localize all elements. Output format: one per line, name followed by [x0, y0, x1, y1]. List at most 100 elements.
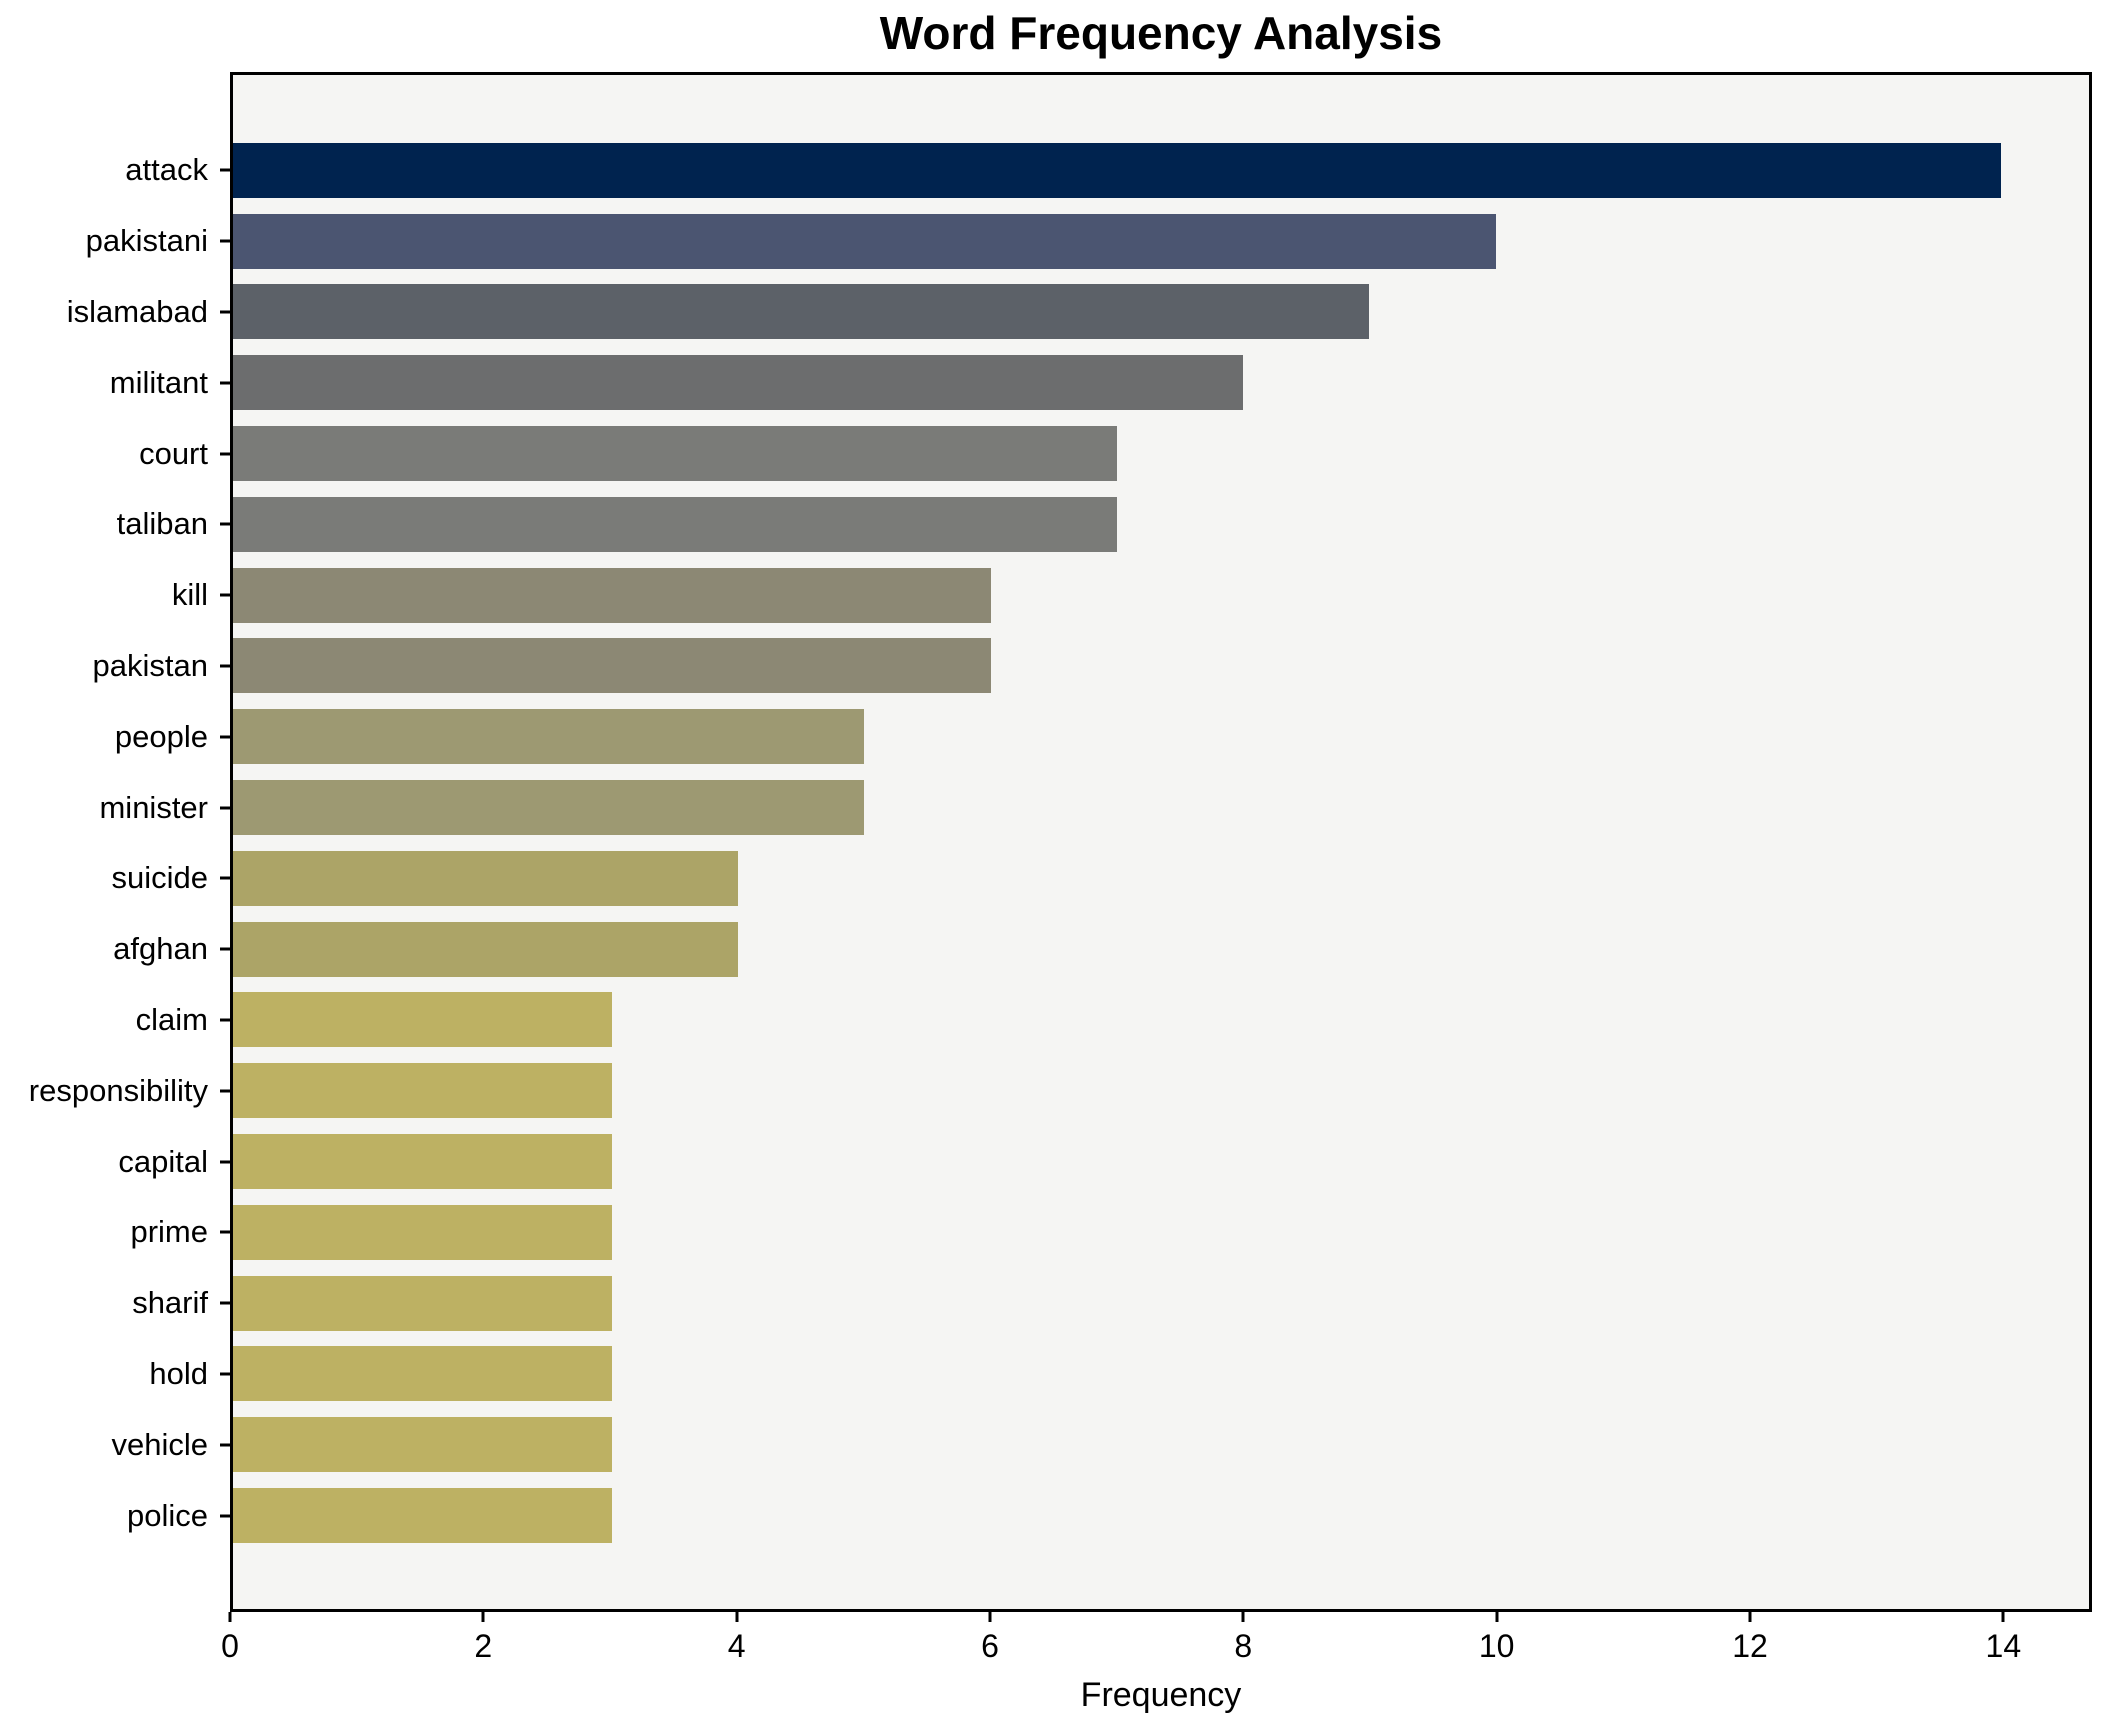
x-tick-mark	[1241, 1612, 1245, 1622]
bar-row: claim	[136, 985, 2089, 1056]
bar-minister	[233, 780, 865, 836]
bar-militant	[233, 355, 1244, 411]
x-tick-label: 10	[1478, 1628, 1515, 1664]
bar-row: police	[127, 1480, 2089, 1551]
y-tick-label: capital	[118, 1143, 208, 1179]
x-axis-ticks	[228, 1612, 2092, 1622]
y-tick-mark	[220, 1089, 230, 1093]
y-tick-label: prime	[130, 1214, 208, 1250]
y-tick-mark	[220, 1514, 230, 1518]
y-tick-label: minister	[99, 789, 208, 825]
bar-row: kill	[172, 560, 2089, 631]
y-tick-label: responsibility	[28, 1072, 208, 1108]
x-axis-tick-labels: 0 2 4 6 8 10 12 14	[221, 1628, 2092, 1668]
bar-row: hold	[149, 1339, 2089, 1410]
y-tick-label: pakistan	[92, 647, 208, 683]
bar-row: minister	[99, 772, 2089, 843]
bar-taliban	[233, 496, 1117, 552]
y-tick-label: claim	[135, 1001, 208, 1037]
bar-row: suicide	[112, 843, 2089, 914]
y-tick-label: police	[127, 1497, 208, 1533]
bar-suicide	[233, 850, 739, 906]
y-tick-label: attack	[125, 152, 208, 188]
bar-row: sharif	[132, 1268, 2089, 1339]
bar-claim	[233, 992, 612, 1048]
x-tick-label: 4	[727, 1628, 746, 1664]
x-tick-mark	[1748, 1612, 1752, 1622]
bar-pakistan	[233, 638, 991, 694]
bar-islamabad	[233, 284, 1370, 340]
bar-row: taliban	[117, 489, 2089, 560]
x-tick-mark	[2001, 1612, 2005, 1622]
y-tick-mark	[220, 1230, 230, 1234]
x-tick-label: 6	[981, 1628, 999, 1664]
bar-court	[233, 426, 1117, 482]
y-tick-label: pakistani	[85, 223, 208, 259]
bar-row: capital	[118, 1126, 2089, 1197]
y-tick-mark	[220, 664, 230, 668]
y-tick-mark	[220, 1372, 230, 1376]
x-tick-label: 8	[1234, 1628, 1253, 1664]
bar-sharif	[233, 1275, 612, 1331]
bar-row: responsibility	[29, 1055, 2089, 1126]
y-tick-mark	[220, 1443, 230, 1447]
y-tick-label: kill	[171, 577, 208, 613]
y-tick-label: islamabad	[66, 293, 208, 329]
y-tick-mark	[220, 381, 230, 385]
bar-capital	[233, 1134, 612, 1190]
y-tick-mark	[220, 1018, 230, 1022]
bar-row: people	[115, 701, 2089, 772]
y-tick-mark	[220, 168, 230, 172]
y-tick-label: sharif	[132, 1285, 208, 1321]
x-tick-label: 12	[1732, 1628, 1768, 1664]
y-tick-mark	[220, 1301, 230, 1305]
bar-row: attack	[125, 135, 2089, 206]
x-tick-label: 2	[474, 1628, 493, 1664]
y-tick-label: taliban	[116, 506, 208, 542]
y-tick-mark	[220, 593, 230, 597]
x-axis-title: Frequency	[1080, 1676, 1242, 1714]
bar-responsibility	[233, 1063, 612, 1119]
y-tick-mark	[220, 947, 230, 951]
y-tick-label: militant	[109, 364, 208, 400]
x-tick-mark	[735, 1612, 739, 1622]
bar-row: afghan	[113, 914, 2089, 985]
x-tick-label: 0	[221, 1628, 239, 1664]
y-tick-mark	[220, 1160, 230, 1164]
bar-prime	[233, 1204, 612, 1260]
bar-attack	[233, 142, 2001, 198]
y-tick-label: people	[114, 718, 208, 754]
y-tick-label: vehicle	[111, 1426, 209, 1462]
bar-row: prime	[130, 1197, 2089, 1268]
bar-rows: attack pakistani islamabad militant court tal…	[29, 75, 2089, 1609]
y-tick-label: court	[139, 435, 208, 471]
y-tick-label: suicide	[111, 860, 209, 896]
y-tick-mark	[220, 239, 230, 243]
bar-afghan	[233, 921, 739, 977]
bar-kill	[233, 567, 991, 623]
bar-row: vehicle	[112, 1409, 2089, 1480]
bar-pakistani	[233, 213, 1496, 269]
y-tick-mark	[220, 806, 230, 810]
y-tick-mark	[220, 876, 230, 880]
chart-title: Word Frequency Analysis	[879, 7, 1443, 59]
bar-row: pakistan	[93, 631, 2089, 702]
x-tick-mark	[988, 1612, 992, 1622]
y-tick-label: afghan	[113, 931, 208, 967]
bar-row: militant	[110, 347, 2089, 418]
y-tick-mark	[220, 310, 230, 314]
x-tick-mark	[1495, 1612, 1499, 1622]
y-tick-mark	[220, 452, 230, 456]
bar-people	[233, 709, 865, 765]
y-tick-mark	[220, 522, 230, 526]
y-tick-mark	[220, 735, 230, 739]
x-tick-label: 14	[1985, 1628, 2022, 1664]
bar-row: islamabad	[67, 277, 2089, 348]
x-tick-mark	[228, 1612, 232, 1622]
bar-police	[233, 1488, 612, 1544]
bar-vehicle	[233, 1417, 612, 1473]
plot-area: attack pakistani islamabad militant court tal…	[29, 72, 2092, 1612]
bar-row: pakistani	[86, 206, 2089, 277]
bar-hold	[233, 1346, 612, 1402]
